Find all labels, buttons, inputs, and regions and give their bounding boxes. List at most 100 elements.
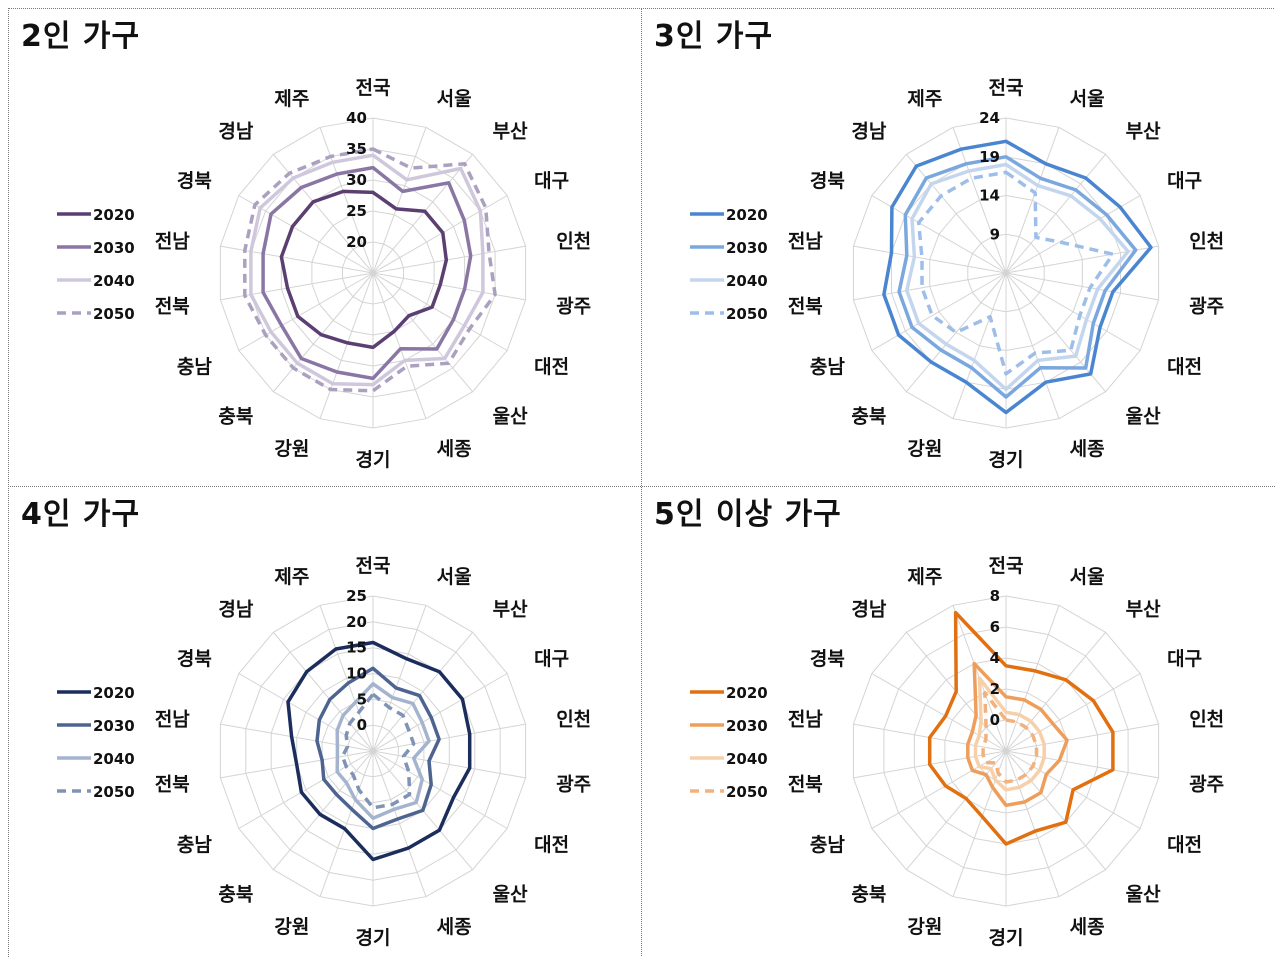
category-label: 충남	[810, 356, 845, 378]
series-line-2020	[927, 610, 1115, 846]
category-label: 울산	[1126, 406, 1161, 428]
panel-title: 5인 이상 가구	[654, 497, 842, 532]
axis-spoke	[871, 195, 1007, 274]
category-label: 서울	[1070, 88, 1105, 110]
category-label: 대전	[534, 834, 569, 856]
series-line-2020	[279, 189, 449, 350]
category-label: 인천	[556, 231, 591, 253]
category-label: 충북	[218, 406, 253, 428]
series-line-2050	[981, 690, 1039, 784]
axis-spoke	[1005, 631, 1106, 752]
axis-spoke	[238, 673, 374, 752]
category-label: 인천	[556, 709, 591, 731]
legend-label: 2050	[93, 783, 135, 801]
category-label: 서울	[1070, 566, 1105, 588]
legend-label: 2050	[726, 783, 768, 801]
category-label: 충북	[218, 884, 253, 906]
radial-tick-label: 40	[346, 109, 367, 127]
series-line-2040	[335, 682, 431, 820]
category-label: 제주	[907, 88, 942, 110]
category-label: 경기	[356, 927, 391, 949]
panel-title: 4인 가구	[21, 497, 141, 532]
series-line-2040	[249, 153, 485, 387]
category-label: 강원	[907, 438, 942, 460]
axis-spoke	[238, 272, 374, 351]
category-label: 경북	[177, 170, 212, 192]
panel-title: 3인 가구	[654, 19, 774, 54]
category-label: 제주	[907, 566, 942, 588]
legend-label: 2020	[93, 206, 135, 224]
axis-spoke	[372, 750, 427, 897]
axis-spoke	[372, 272, 427, 419]
legend-label: 2020	[93, 684, 135, 702]
radial-tick-label: 19	[979, 148, 1000, 166]
axis-spoke	[1005, 750, 1106, 871]
series-line-2020	[882, 139, 1153, 415]
category-label: 전국	[356, 555, 391, 577]
axis-spoke	[319, 750, 374, 897]
category-label: 제주	[274, 566, 309, 588]
axis-spoke	[1005, 272, 1141, 351]
series-line-2050	[340, 692, 416, 810]
category-label: 전남	[788, 231, 823, 253]
axis-spoke	[1005, 272, 1060, 419]
axis-spoke	[372, 723, 526, 752]
legend-label: 2050	[93, 305, 135, 323]
category-label: 광주	[1189, 773, 1224, 795]
axis-spoke	[319, 605, 374, 752]
radial-tick-label: 4	[990, 649, 1000, 667]
series-line-2030	[315, 666, 441, 831]
radial-tick-label: 6	[990, 618, 1000, 636]
category-label: 광주	[556, 295, 591, 317]
category-label: 세종	[1070, 438, 1105, 460]
category-label: 광주	[1189, 295, 1224, 317]
category-label: 경남	[218, 599, 253, 621]
radial-tick-label: 30	[346, 171, 367, 189]
category-label: 경남	[851, 599, 886, 621]
axis-spoke	[1005, 272, 1159, 301]
category-label: 경기	[989, 927, 1024, 949]
category-label: 경남	[218, 121, 253, 143]
axis-spoke	[238, 750, 374, 829]
legend-label: 2030	[726, 717, 768, 735]
axis-spoke	[906, 750, 1007, 871]
axis-spoke	[273, 750, 374, 871]
category-label: 서울	[437, 566, 472, 588]
axis-spoke	[1005, 750, 1060, 897]
radial-tick-label: 24	[979, 109, 1000, 127]
category-label: 경기	[356, 449, 391, 471]
radial-tick-label: 25	[346, 202, 367, 220]
category-label: 인천	[1189, 231, 1224, 253]
category-label: 전북	[788, 295, 823, 317]
category-label: 울산	[493, 406, 528, 428]
radial-tick-label: 10	[346, 665, 367, 683]
panel-3-person-household: 3인 가구 9 14 19 24 전국 서울 부산 대구 인천 광주 대전 울산 세종 경기 강원 충북 충남 전…	[642, 9, 1275, 487]
category-label: 부산	[493, 121, 528, 143]
category-label: 세종	[437, 916, 472, 938]
legend-label: 2030	[726, 239, 768, 257]
category-label: 경북	[810, 648, 845, 670]
legend-label: 2040	[726, 272, 768, 290]
axis-spoke	[871, 272, 1007, 351]
category-label: 강원	[907, 916, 942, 938]
axis-spoke	[372, 272, 526, 301]
category-label: 강원	[274, 438, 309, 460]
axis-spoke	[273, 631, 374, 752]
axis-spoke	[372, 605, 427, 752]
axis-spoke	[952, 750, 1007, 897]
series-line-2020	[286, 640, 472, 862]
category-label: 세종	[437, 438, 472, 460]
category-label: 대구	[1167, 648, 1202, 670]
radial-tick-label: 15	[346, 639, 367, 657]
category-label: 충북	[851, 406, 886, 428]
category-label: 제주	[274, 88, 309, 110]
legend-label: 2020	[726, 206, 768, 224]
axis-spoke	[906, 272, 1007, 393]
panel-5plus-person-household: 5인 이상 가구 0 2 4 6 8 전국 서울 부산 대구 인천 광주 대전 울산 세종 경기 강원 충북 충남…	[642, 487, 1275, 965]
axis-spoke	[871, 750, 1007, 829]
legend-label: 2040	[93, 750, 135, 768]
series-line-2050	[916, 170, 1115, 376]
category-label: 광주	[556, 773, 591, 795]
